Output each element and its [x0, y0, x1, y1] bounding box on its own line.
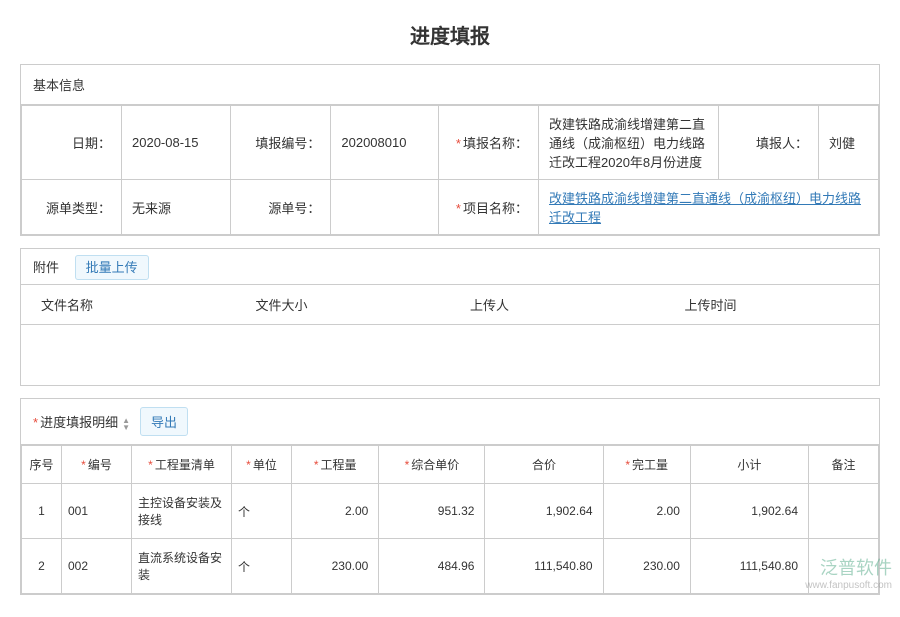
- value-date: 2020-08-15: [122, 106, 231, 180]
- cell-total: 111,540.80: [485, 539, 603, 594]
- th-qty: *工程量: [292, 446, 379, 484]
- cell-subtotal: 111,540.80: [690, 539, 808, 594]
- th-doneqty: *完工量: [603, 446, 690, 484]
- col-filename: 文件名称: [21, 285, 236, 324]
- attachments-header: 附件 批量上传: [21, 249, 879, 285]
- detail-title: *进度填报明细▲▼: [33, 412, 130, 431]
- col-filesize: 文件大小: [236, 285, 451, 324]
- value-sourcetype: 无来源: [122, 180, 231, 235]
- label-reportname: *填报名称：: [439, 106, 539, 180]
- detail-section: *进度填报明细▲▼ 导出 序号 *编号 *工程量清单 *单位 *工程量 *综合单…: [20, 398, 880, 595]
- th-unit: *单位: [232, 446, 292, 484]
- cell-remark: [809, 484, 879, 539]
- label-sourcetype: 源单类型：: [22, 180, 122, 235]
- attachments-empty: [21, 325, 879, 385]
- value-projectname: 改建铁路成渝线增建第二直通线（成渝枢纽）电力线路迁改工程: [539, 180, 879, 235]
- detail-header: *进度填报明细▲▼ 导出: [21, 399, 879, 445]
- detail-table: 序号 *编号 *工程量清单 *单位 *工程量 *综合单价 合价 *完工量 小计 …: [21, 445, 879, 594]
- label-date: 日期：: [22, 106, 122, 180]
- attachments-section: 附件 批量上传 文件名称 文件大小 上传人 上传时间: [20, 248, 880, 386]
- basic-info-section: 基本信息 日期： 2020-08-15 填报编号： 202008010 *填报名…: [20, 64, 880, 236]
- cell-seq: 2: [22, 539, 62, 594]
- th-code: *编号: [62, 446, 132, 484]
- th-price: *综合单价: [379, 446, 485, 484]
- cell-item: 主控设备安装及接线: [132, 484, 232, 539]
- basic-info-header: 基本信息: [21, 65, 879, 105]
- cell-price: 484.96: [379, 539, 485, 594]
- label-reportno: 填报编号：: [231, 106, 331, 180]
- cell-item: 直流系统设备安装: [132, 539, 232, 594]
- cell-unit: 个: [232, 484, 292, 539]
- col-uploadtime: 上传时间: [665, 285, 880, 324]
- page-title: 进度填报: [20, 20, 880, 49]
- value-sourceno: [331, 180, 439, 235]
- cell-price: 951.32: [379, 484, 485, 539]
- col-uploader: 上传人: [450, 285, 665, 324]
- cell-qty: 2.00: [292, 484, 379, 539]
- cell-code: 002: [62, 539, 132, 594]
- th-item: *工程量清单: [132, 446, 232, 484]
- label-projectname: *项目名称：: [439, 180, 539, 235]
- cell-unit: 个: [232, 539, 292, 594]
- value-reportname: 改建铁路成渝线增建第二直通线（成渝枢纽）电力线路迁改工程2020年8月份进度: [539, 106, 719, 180]
- table-row: 2002直流系统设备安装个230.00484.96111,540.80230.0…: [22, 539, 879, 594]
- cell-doneqty: 2.00: [603, 484, 690, 539]
- cell-code: 001: [62, 484, 132, 539]
- sort-icon[interactable]: ▲▼: [122, 417, 130, 431]
- value-reportno: 202008010: [331, 106, 439, 180]
- attachments-label: 附件: [33, 260, 59, 275]
- th-seq: 序号: [22, 446, 62, 484]
- th-total: 合价: [485, 446, 603, 484]
- table-row: 1001主控设备安装及接线个2.00951.321,902.642.001,90…: [22, 484, 879, 539]
- attachments-columns: 文件名称 文件大小 上传人 上传时间: [21, 285, 879, 325]
- cell-total: 1,902.64: [485, 484, 603, 539]
- value-reporter: 刘健: [819, 106, 879, 180]
- cell-remark: [809, 539, 879, 594]
- cell-doneqty: 230.00: [603, 539, 690, 594]
- label-reporter: 填报人：: [719, 106, 819, 180]
- batch-upload-button[interactable]: 批量上传: [75, 255, 149, 280]
- th-remark: 备注: [809, 446, 879, 484]
- basic-info-table: 日期： 2020-08-15 填报编号： 202008010 *填报名称： 改建…: [21, 105, 879, 235]
- cell-subtotal: 1,902.64: [690, 484, 808, 539]
- project-link[interactable]: 改建铁路成渝线增建第二直通线（成渝枢纽）电力线路迁改工程: [549, 191, 861, 225]
- th-subtotal: 小计: [690, 446, 808, 484]
- cell-seq: 1: [22, 484, 62, 539]
- cell-qty: 230.00: [292, 539, 379, 594]
- label-sourceno: 源单号：: [231, 180, 331, 235]
- export-button[interactable]: 导出: [140, 407, 188, 436]
